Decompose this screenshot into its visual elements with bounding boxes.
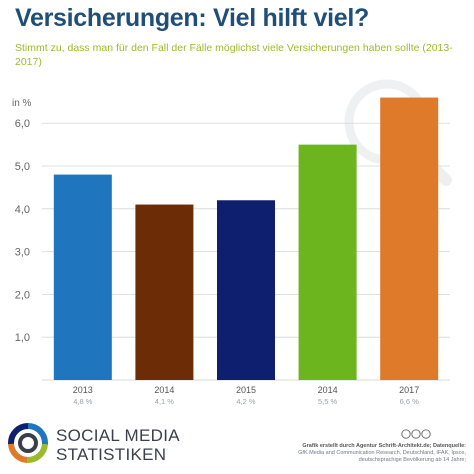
- credit-line-2: deutschsprachige Bevölkerung ab 14 Jahre…: [358, 457, 466, 463]
- bar-2015: [217, 200, 275, 380]
- value-label: 4,2 %: [236, 397, 256, 406]
- bar-chart: 1,02,03,04,05,06,0 2013 2014 2015 2014 2017 …: [12, 79, 452, 406]
- footer: SOCIAL MEDIA STATISTIKEN Grafik erstellt…: [0, 418, 474, 474]
- source-credit: Grafik erstellt durch Agentur Schrift-Ar…: [246, 443, 466, 464]
- bar-2014: [298, 144, 357, 380]
- y-axis-label: in %: [12, 98, 32, 109]
- x-tick-label: 2017: [399, 385, 419, 395]
- bar-2013: [53, 174, 112, 380]
- chart-subtitle: Stimmt zu, dass man für den Fall der Fäl…: [15, 42, 453, 68]
- y-tick-labels: 1,0 2,0 3,0 4,0 5,0 6,0: [15, 118, 30, 344]
- x-tick-label: 2015: [236, 385, 256, 395]
- creative-commons-icon: [401, 429, 431, 439]
- value-label: 5,5 %: [318, 397, 338, 406]
- brand-line-2: STATISTIKEN: [56, 445, 167, 464]
- social-media-statistiken-logo-icon: [8, 423, 48, 463]
- y-tick-label: 1,0: [15, 332, 30, 344]
- y-tick-label: 3,0: [15, 247, 30, 259]
- y-tick-label: 5,0: [15, 161, 30, 173]
- x-tick-label: 2014: [318, 385, 338, 395]
- bar-2014: [135, 204, 194, 380]
- brand-line-1: SOCIAL MEDIA: [56, 426, 180, 445]
- value-labels: 4,8 % 4,1 % 4,2 % 5,5 % 6,6 %: [73, 397, 419, 406]
- credit-line-1: GfK Media and Communication Research, De…: [298, 450, 466, 456]
- x-tick-labels: 2013 2014 2015 2014 2017: [73, 385, 419, 395]
- credit-bold: Grafik erstellt durch Agentur Schrift-Ar…: [302, 443, 466, 449]
- y-tick-label: 2,0: [15, 289, 30, 301]
- bar-2017: [380, 97, 439, 380]
- x-tick-label: 2013: [73, 385, 93, 395]
- value-label: 6,6 %: [400, 397, 420, 406]
- value-label: 4,8 %: [73, 397, 93, 406]
- y-tick-label: 6,0: [15, 118, 30, 130]
- page-title: Versicherungen: Viel hilft viel?: [15, 4, 369, 32]
- bars: [53, 97, 439, 380]
- x-tick-label: 2014: [154, 385, 174, 395]
- value-label: 4,1 %: [155, 397, 175, 406]
- y-tick-label: 4,0: [15, 204, 30, 216]
